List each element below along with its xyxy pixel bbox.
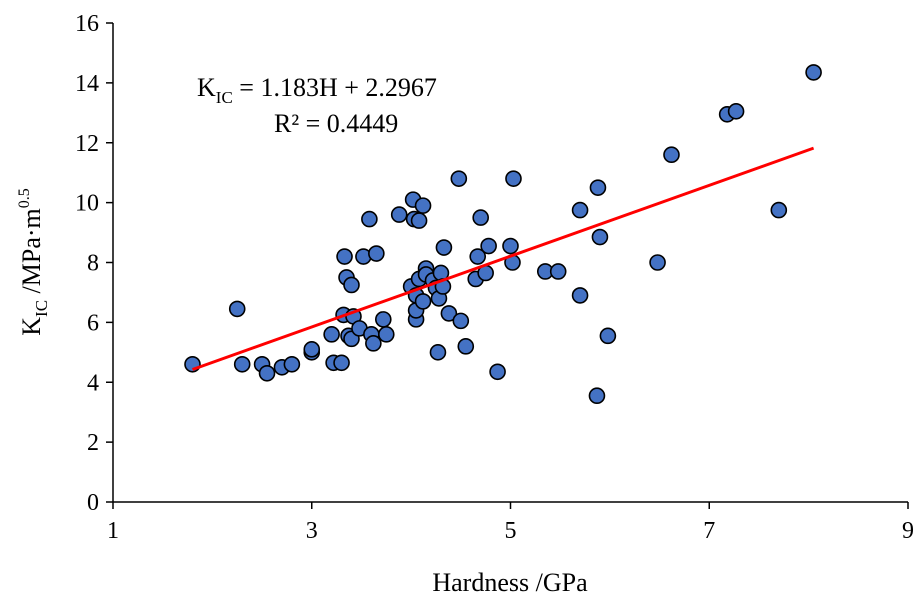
data-point [599, 327, 617, 345]
axis-ticks [106, 22, 909, 509]
x-tick-label: 5 [505, 518, 517, 544]
y-tick-label: 10 [75, 191, 99, 217]
data-point [727, 103, 745, 120]
data-point [365, 335, 382, 352]
data-point [414, 293, 432, 310]
data-point [489, 363, 506, 381]
data-point [184, 355, 201, 373]
data-point [505, 170, 522, 187]
equation-label: KIC = 1.183H + 2.2967 [197, 73, 437, 107]
trendline [191, 146, 815, 371]
data-point [591, 228, 609, 246]
y-tick-label: 12 [75, 131, 99, 157]
data-point [770, 201, 788, 219]
data-point [649, 254, 666, 271]
r-squared-label: R² = 0.4449 [274, 109, 398, 138]
x-tick-label: 1 [107, 518, 119, 544]
data-point [377, 326, 395, 343]
data-point [390, 206, 408, 223]
data-point [805, 64, 822, 81]
data-point [452, 312, 470, 330]
data-point [440, 305, 458, 322]
y-tick-label: 0 [87, 490, 99, 516]
data-point [233, 355, 251, 373]
data-point [333, 354, 350, 372]
y-tick-label: 6 [87, 310, 99, 336]
data-point [361, 210, 378, 228]
data-point [469, 248, 487, 265]
data-point [472, 209, 489, 226]
data-point [588, 387, 606, 405]
data-points [184, 64, 822, 405]
x-tick-label: 9 [902, 518, 914, 544]
data-point [258, 364, 276, 382]
data-point [343, 276, 360, 294]
y-tick-label: 2 [87, 430, 99, 456]
data-point [549, 263, 567, 280]
y-tick-label: 14 [75, 71, 99, 97]
data-point [502, 237, 519, 255]
data-point [303, 341, 321, 358]
data-point [589, 179, 607, 196]
y-tick-label: 8 [87, 251, 99, 277]
y-tick-label: 4 [87, 370, 99, 396]
y-axis-title: KIC /MPa·m0.5 [16, 188, 51, 336]
x-tick-label: 7 [703, 518, 715, 544]
data-point [228, 300, 246, 318]
x-tick-label: 3 [306, 518, 318, 544]
data-point [374, 311, 392, 328]
x-axis-title: Hardness /GPa [432, 568, 588, 597]
data-point [571, 287, 589, 304]
data-point [410, 212, 428, 229]
data-point [571, 201, 589, 219]
data-point [480, 237, 497, 255]
data-point [429, 344, 447, 361]
data-point [283, 355, 301, 373]
data-point [435, 239, 453, 256]
data-point [663, 146, 680, 164]
tick-labels: 1 3 5 7 9 0 2 4 6 8 10 12 14 16 [75, 11, 914, 544]
data-point [414, 197, 432, 214]
data-point [450, 170, 468, 187]
data-point [336, 248, 353, 265]
data-point [368, 245, 385, 262]
data-point [323, 326, 340, 343]
data-point [457, 338, 475, 355]
y-tick-label: 16 [75, 11, 99, 37]
